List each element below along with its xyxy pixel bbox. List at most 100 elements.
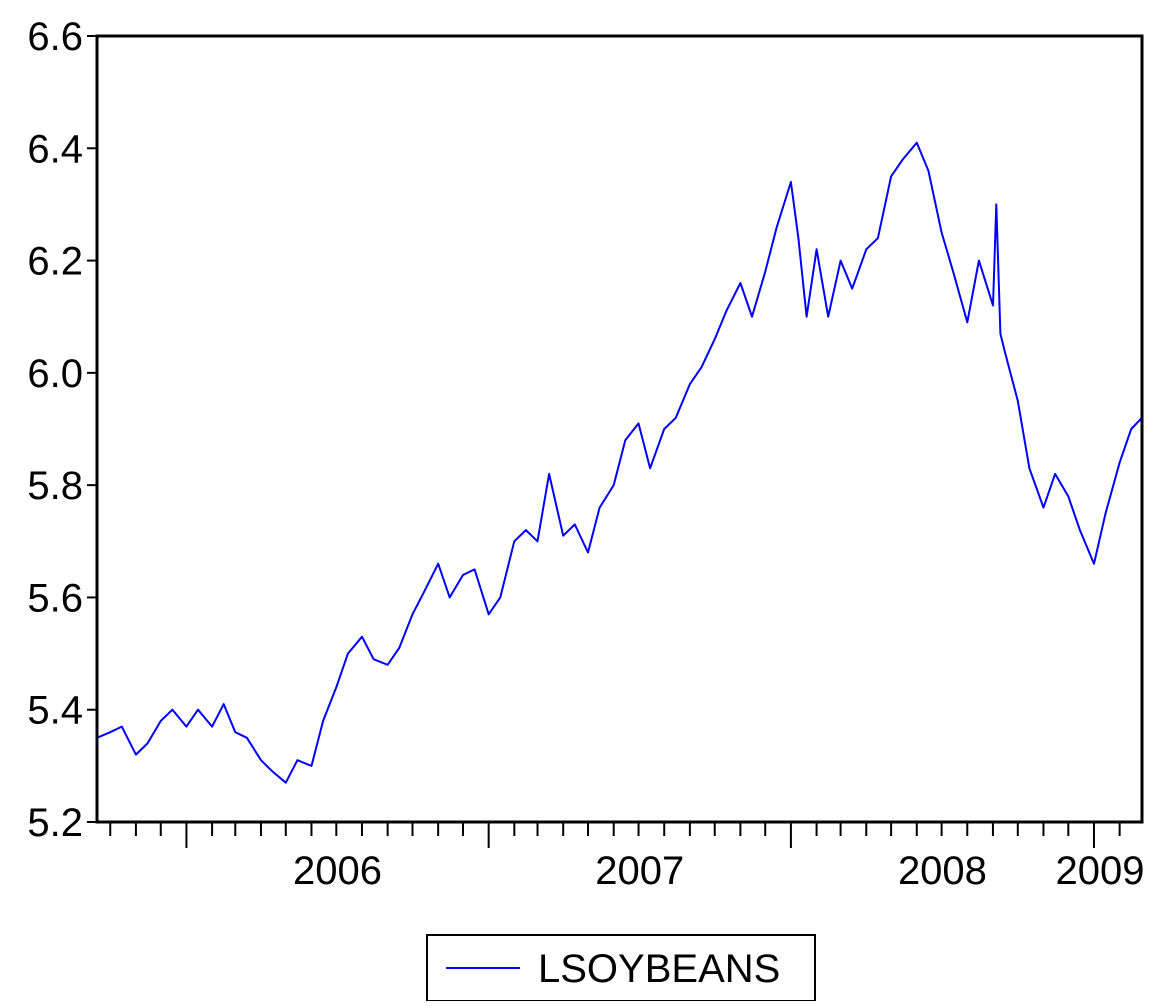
series-point: [271, 770, 274, 773]
series-point: [999, 333, 1002, 335]
series-point: [398, 647, 400, 649]
series-point: [689, 383, 691, 385]
series-point: [776, 226, 778, 228]
legend: LSOYBEANS: [426, 934, 816, 1002]
series-point: [536, 540, 539, 542]
series-point: [992, 304, 994, 307]
y-tick-label: 6.4: [27, 127, 83, 171]
series-point: [310, 765, 313, 767]
series-point: [877, 237, 879, 239]
series-point: [1042, 507, 1045, 509]
x-tick-label: 2006: [293, 849, 382, 893]
x-axis: 2006 2007 2008 2009: [109, 822, 1145, 893]
y-tick-label: 5.6: [27, 576, 83, 620]
series-point: [851, 288, 853, 290]
series-point: [285, 782, 287, 784]
series-point: [335, 686, 337, 688]
series-point: [1093, 563, 1095, 565]
series-point: [449, 596, 451, 599]
y-axis: 5.2 5.4 5.6 5.8 6.0 6.2 6.4 6.6: [27, 15, 97, 845]
series-point: [613, 484, 615, 486]
series-point: [260, 759, 262, 761]
series-point: [675, 417, 677, 419]
y-tick-label: 6.2: [27, 240, 83, 284]
series-point: [437, 563, 439, 565]
series-point: [574, 523, 576, 526]
series-point: [562, 535, 564, 537]
series-point: [234, 731, 236, 733]
series-point: [725, 310, 727, 312]
series-point: [587, 551, 589, 554]
series-point: [1119, 462, 1121, 464]
legend-label-lsoybeans: LSOYBEANS: [538, 947, 780, 991]
y-tick-label: 5.2: [27, 801, 83, 845]
series-point: [211, 726, 213, 728]
series-point: [927, 170, 930, 172]
series-point: [347, 653, 349, 655]
series-point: [797, 237, 800, 239]
series-point: [649, 467, 651, 469]
series-point: [373, 658, 375, 660]
series-point: [525, 529, 527, 531]
series-point: [513, 540, 515, 542]
series-point: [1054, 473, 1056, 475]
series-point: [411, 613, 414, 615]
series-point: [966, 321, 968, 323]
series-point: [902, 158, 904, 161]
series-point: [764, 271, 766, 273]
series-point: [952, 271, 954, 273]
series-point: [197, 709, 199, 711]
series-point: [135, 754, 137, 756]
series-point: [890, 175, 892, 177]
x-tick-label: 2009: [1056, 849, 1145, 893]
series-point: [1028, 467, 1030, 469]
series-point: [423, 591, 425, 593]
series-point: [462, 574, 464, 576]
series-point: [1017, 400, 1019, 402]
series-point: [171, 709, 173, 711]
series-point: [840, 260, 842, 262]
series-point: [995, 203, 997, 205]
x-tick-label: 2007: [595, 849, 684, 893]
series-point: [941, 231, 943, 234]
series-point: [663, 428, 665, 430]
series-point: [1079, 529, 1081, 531]
y-tick-label: 5.8: [27, 464, 83, 508]
x-tick-label: 2008: [898, 849, 987, 893]
series-point: [806, 316, 808, 318]
series-point: [816, 248, 818, 250]
series-point: [121, 726, 123, 728]
series-point: [488, 613, 490, 615]
series-point: [474, 568, 476, 571]
series-point: [146, 742, 149, 745]
series-point: [827, 316, 829, 318]
series-point: [548, 473, 550, 475]
y-tick-label: 6.0: [27, 352, 83, 396]
series-point: [978, 260, 980, 262]
series-point: [296, 759, 298, 761]
series-point: [751, 316, 753, 318]
series-point: [499, 596, 501, 599]
series-point: [790, 181, 792, 183]
series-point: [865, 248, 867, 250]
series-point: [185, 726, 187, 728]
series-point: [109, 731, 111, 733]
series-point: [739, 282, 742, 284]
y-tick-label: 5.4: [27, 689, 83, 733]
series-point: [714, 338, 716, 340]
series-point: [1105, 512, 1107, 514]
plot-area-frame: [95, 34, 1144, 824]
series-point: [160, 720, 162, 722]
series-point: [361, 636, 363, 638]
series-point: [916, 142, 918, 144]
series-point: [246, 737, 248, 739]
series-layer: [96, 141, 1143, 784]
series-point: [223, 703, 225, 705]
series-point: [637, 422, 640, 424]
series-point: [1003, 349, 1006, 351]
series-point: [1130, 428, 1132, 430]
series-point: [624, 439, 626, 441]
